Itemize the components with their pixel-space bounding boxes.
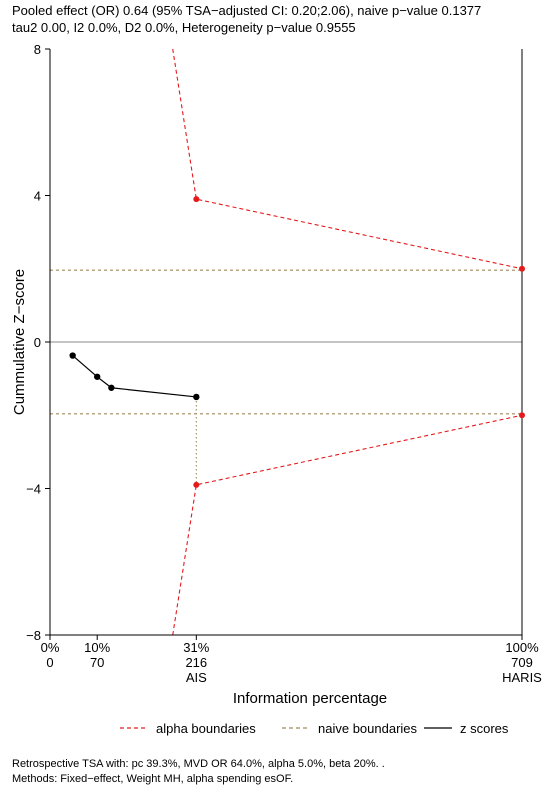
- legend-label: alpha boundaries: [156, 721, 256, 736]
- z-score-point: [69, 352, 76, 359]
- x-tick-label-percent: 100%: [505, 640, 539, 655]
- alpha-boundary-lower: [172, 414, 523, 636]
- alpha-boundary-point: [519, 412, 525, 419]
- x-tick-label-size: 70: [90, 655, 104, 670]
- legend: alpha boundaries naive boundaries z scores: [120, 721, 509, 736]
- series-layer: [69, 48, 525, 636]
- x-tick-label-size: 709: [511, 655, 533, 670]
- z-score-line: [72, 355, 197, 398]
- header-line-1: Pooled effect (OR) 0.64 (95% TSA−adjuste…: [12, 3, 482, 18]
- legend-label: z scores: [460, 721, 509, 736]
- footer-line-1: Retrospective TSA with: pc 39.3%, MVD OR…: [12, 758, 385, 770]
- x-tick-label-size: 216: [185, 655, 207, 670]
- x-tick-label-size: 0: [46, 655, 53, 670]
- z-score-point: [108, 384, 115, 391]
- x-tick-label-percent: 10%: [84, 640, 110, 655]
- x-tick-label-name: AIS: [186, 670, 207, 685]
- z-score-point: [94, 373, 101, 380]
- footer-line-2: Methods: Fixed−effect, Weight MH, alpha …: [12, 773, 294, 785]
- y-axis-label: Cummulative Z−score: [11, 269, 28, 415]
- y-tick-label: −8: [26, 628, 41, 643]
- x-axis-label: Information percentage: [233, 690, 387, 707]
- y-tick-label: 0: [34, 335, 41, 350]
- alpha-boundary-point: [193, 196, 200, 203]
- z-score-point: [193, 393, 200, 401]
- alpha-boundary-point: [193, 481, 200, 488]
- alpha-boundary-upper: [172, 48, 523, 270]
- y-tick-label: 8: [34, 42, 41, 57]
- legend-label: naive boundaries: [318, 721, 418, 736]
- x-tick-label-name: HARIS: [502, 670, 542, 685]
- reference-lines: [50, 49, 523, 635]
- header-line-2: tau2 0.00, I2 0.0%, D2 0.0%, Heterogenei…: [12, 20, 356, 35]
- x-tick-label-percent: 31%: [183, 640, 209, 655]
- x-tick-label-percent: 0%: [41, 640, 60, 655]
- y-tick-label: 4: [34, 189, 41, 204]
- alpha-boundary-point: [519, 265, 525, 272]
- y-tick-label: −4: [26, 482, 41, 497]
